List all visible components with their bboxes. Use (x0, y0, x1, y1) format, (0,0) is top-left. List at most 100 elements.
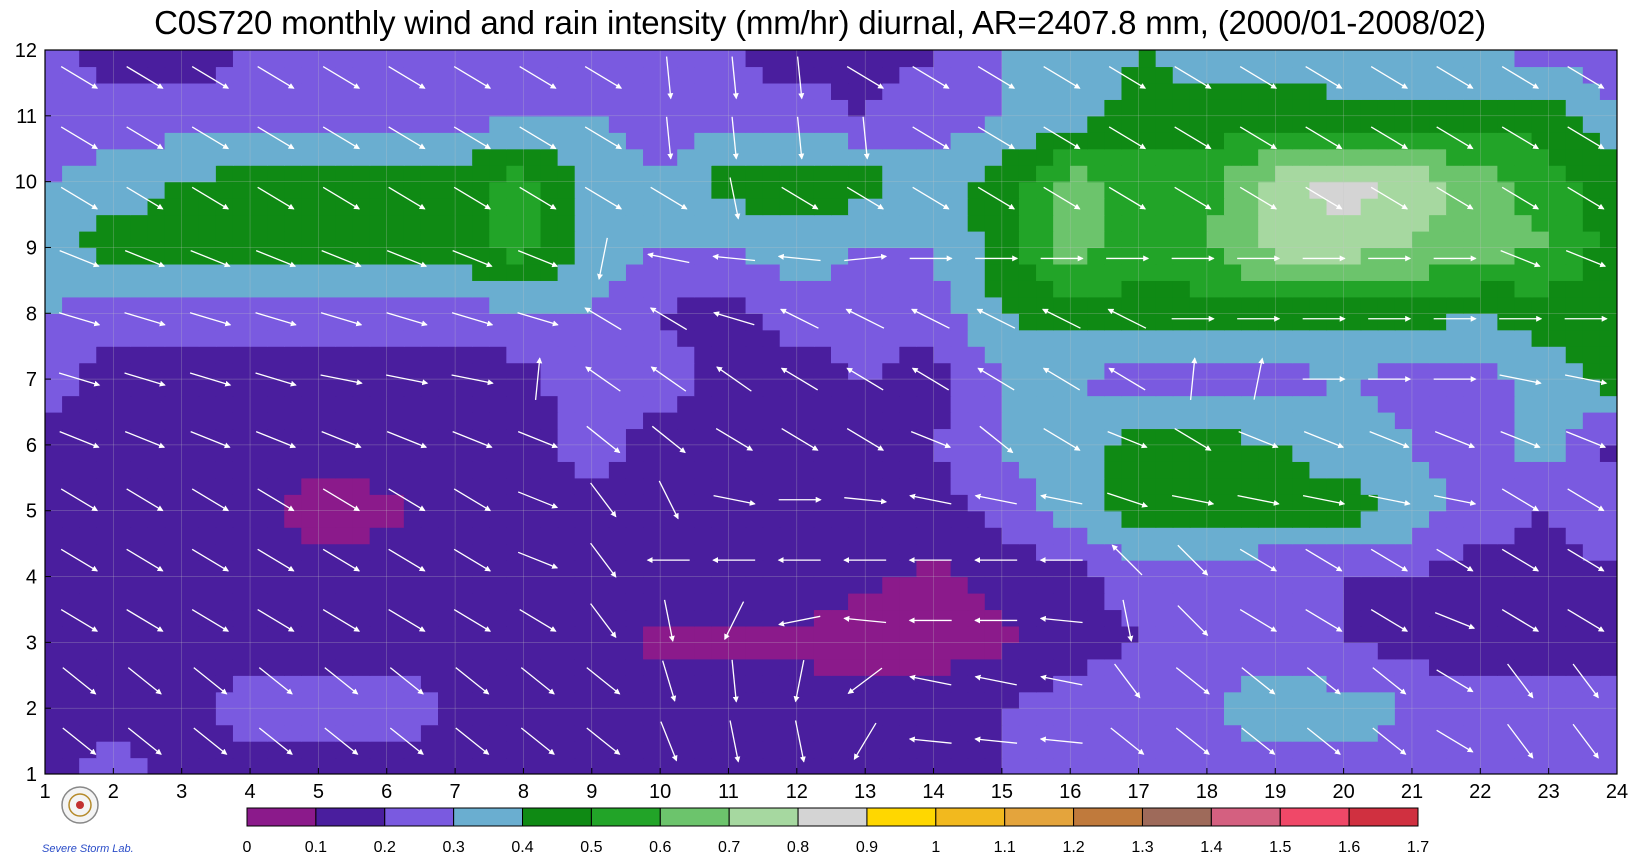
rain-cell (1087, 757, 1105, 774)
rain-cell (779, 263, 798, 281)
rain-cell (677, 675, 695, 693)
rain-cell (933, 99, 952, 117)
rain-cell (660, 379, 678, 397)
wind-arrow (1306, 727, 1341, 755)
rain-cell (1121, 494, 1140, 512)
rain-cell (1053, 412, 1071, 430)
wind-arrow (1436, 126, 1474, 150)
rain-cell (1480, 412, 1498, 430)
rain-cell (438, 99, 456, 117)
rain-cell (574, 691, 593, 709)
rain-cell (1138, 329, 1157, 347)
rain-cell (250, 625, 268, 643)
rain-cell (1463, 148, 1481, 166)
rain-cell (45, 231, 63, 249)
rain-cell (1565, 477, 1584, 495)
rain-cell (813, 724, 832, 742)
rain-cell (933, 362, 952, 380)
rain-cell (62, 214, 80, 232)
rain-cell (1429, 263, 1447, 281)
rain-cell (1292, 675, 1311, 693)
rain-cell (506, 625, 525, 643)
rain-cell (284, 346, 302, 364)
rain-cell (1224, 280, 1242, 298)
rain-cell (1070, 148, 1088, 166)
rain-cell (1497, 82, 1516, 100)
y-tick-label: 2 (26, 698, 37, 720)
rain-cell (1087, 66, 1105, 84)
rain-cell (1292, 593, 1311, 611)
rain-cell (386, 346, 405, 364)
rain-cell (916, 247, 935, 265)
rain-cell (916, 543, 935, 561)
colorbar-label: 1 (931, 839, 940, 856)
rain-cell (779, 510, 798, 528)
rain-cell (1360, 724, 1379, 742)
rain-cell (1582, 428, 1601, 446)
rain-cell (1531, 609, 1550, 627)
rain-cell (1053, 675, 1071, 693)
rain-cell (779, 658, 798, 676)
rain-cell (1104, 642, 1123, 660)
rain-cell (1155, 362, 1174, 380)
rain-cell (796, 708, 815, 726)
rain-cell (1087, 263, 1105, 281)
rain-cell (916, 148, 935, 166)
rain-cell (147, 329, 166, 347)
rain-cell (420, 362, 439, 380)
rain-cell (916, 593, 935, 611)
rain-cell (1599, 165, 1617, 183)
rain-cell (1018, 132, 1037, 150)
rain-cell (1121, 346, 1140, 364)
rain-cell (1582, 280, 1601, 298)
rain-cell (1463, 263, 1481, 281)
rain-cell (1514, 50, 1533, 68)
rain-cell (45, 560, 63, 578)
rain-cell (608, 675, 627, 693)
rain-cell (472, 510, 490, 528)
rain-cell (506, 412, 525, 430)
rain-cell (1599, 691, 1617, 709)
rain-cell (1463, 576, 1481, 594)
rain-cell (694, 461, 712, 479)
wind-arrow (1567, 488, 1605, 512)
rain-cell (745, 280, 764, 298)
rain-cell (1258, 593, 1276, 611)
rain-cell (591, 82, 610, 100)
rain-cell (984, 576, 1003, 594)
rain-cell (984, 395, 1003, 413)
rain-cell (1394, 708, 1413, 726)
rain-cell (574, 527, 593, 545)
rain-cell (1497, 379, 1516, 397)
rain-cell (130, 576, 149, 594)
rain-cell (831, 346, 849, 364)
rain-cell (1224, 609, 1242, 627)
rain-cell (1463, 477, 1481, 495)
rain-cell (882, 132, 900, 150)
rain-cell (984, 115, 1003, 133)
rain-cell (438, 115, 456, 133)
rain-cell (369, 708, 388, 726)
rain-cell (164, 691, 183, 709)
rain-cell (420, 576, 439, 594)
rain-cell (1292, 247, 1311, 265)
rain-cell (1514, 412, 1533, 430)
rain-cell (455, 428, 473, 446)
wind-arrow (388, 488, 426, 512)
rain-cell (745, 99, 764, 117)
rain-cell (472, 444, 490, 462)
rain-cell (523, 494, 542, 512)
rain-cell (1446, 346, 1464, 364)
rain-cell (865, 181, 883, 199)
rain-cell (608, 510, 627, 528)
rain-cell (506, 527, 525, 545)
rain-cell (1172, 428, 1191, 446)
rain-cell (694, 675, 712, 693)
rain-cell (438, 560, 456, 578)
rain-cell (1104, 477, 1123, 495)
rain-cell (1189, 658, 1208, 676)
rain-cell (745, 132, 764, 150)
rain-cell (882, 296, 900, 314)
wind-arrow (977, 66, 1016, 89)
rain-cell (1531, 181, 1550, 199)
